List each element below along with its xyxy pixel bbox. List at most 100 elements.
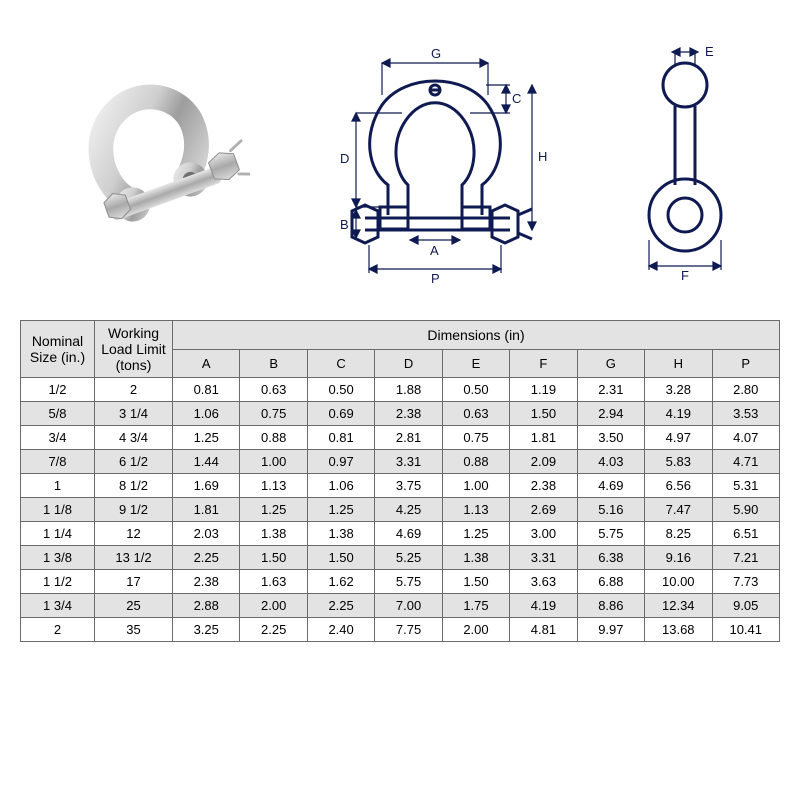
table-row: 1 1/2172.381.631.625.751.503.636.8810.00… xyxy=(21,570,780,594)
cell-dim-a: 2.88 xyxy=(173,594,240,618)
cell-dim-e: 1.13 xyxy=(442,498,509,522)
cell-dim-c: 1.62 xyxy=(307,570,374,594)
svg-text:E: E xyxy=(705,44,714,59)
cell-dim-b: 1.13 xyxy=(240,474,307,498)
cell-dim-d: 2.38 xyxy=(375,402,442,426)
svg-text:P: P xyxy=(431,271,440,285)
page: G C H D xyxy=(0,0,800,800)
cell-nominal: 3/4 xyxy=(21,426,95,450)
col-wll: Working Load Limit (tons) xyxy=(95,321,173,378)
cell-wll: 8 1/2 xyxy=(95,474,173,498)
cell-dim-a: 2.25 xyxy=(173,546,240,570)
cell-dim-a: 1.69 xyxy=(173,474,240,498)
cell-dim-f: 1.50 xyxy=(510,402,577,426)
cell-dim-d: 3.75 xyxy=(375,474,442,498)
cell-nominal: 5/8 xyxy=(21,402,95,426)
cell-dim-h: 7.47 xyxy=(645,498,712,522)
cell-dim-d: 4.69 xyxy=(375,522,442,546)
cell-dim-p: 7.21 xyxy=(712,546,780,570)
cell-dim-p: 2.80 xyxy=(712,378,780,402)
svg-text:H: H xyxy=(538,149,547,164)
cell-wll: 12 xyxy=(95,522,173,546)
col-dim-p: P xyxy=(712,350,780,378)
cell-dim-h: 4.19 xyxy=(645,402,712,426)
cell-dim-a: 1.06 xyxy=(173,402,240,426)
cell-dim-g: 9.97 xyxy=(577,618,644,642)
cell-dim-p: 4.07 xyxy=(712,426,780,450)
table-body: 1/220.810.630.501.880.501.192.313.282.80… xyxy=(21,378,780,642)
cell-dim-b: 2.00 xyxy=(240,594,307,618)
cell-dim-p: 4.71 xyxy=(712,450,780,474)
cell-dim-d: 7.00 xyxy=(375,594,442,618)
cell-dim-c: 0.97 xyxy=(307,450,374,474)
cell-dim-e: 0.63 xyxy=(442,402,509,426)
cell-dim-b: 1.50 xyxy=(240,546,307,570)
diagram-row: G C H D xyxy=(20,20,780,320)
col-dim-h: H xyxy=(645,350,712,378)
table-row: 1 3/813 1/22.251.501.505.251.383.316.389… xyxy=(21,546,780,570)
cell-dim-b: 1.25 xyxy=(240,498,307,522)
cell-wll: 25 xyxy=(95,594,173,618)
cell-dim-a: 1.81 xyxy=(173,498,240,522)
cell-dim-d: 5.25 xyxy=(375,546,442,570)
table-row: 3/44 3/41.250.880.812.810.751.813.504.97… xyxy=(21,426,780,450)
cell-dim-e: 1.50 xyxy=(442,570,509,594)
col-dim-e: E xyxy=(442,350,509,378)
shackle-front-diagram: G C H D xyxy=(310,35,560,285)
cell-dim-p: 7.73 xyxy=(712,570,780,594)
cell-dim-e: 1.00 xyxy=(442,474,509,498)
cell-wll: 35 xyxy=(95,618,173,642)
col-dim-f: F xyxy=(510,350,577,378)
cell-dim-h: 12.34 xyxy=(645,594,712,618)
cell-dim-f: 2.09 xyxy=(510,450,577,474)
cell-dim-g: 2.94 xyxy=(577,402,644,426)
cell-dim-d: 5.75 xyxy=(375,570,442,594)
cell-dim-p: 10.41 xyxy=(712,618,780,642)
cell-dim-f: 3.00 xyxy=(510,522,577,546)
shackle-pin-diagram: E F xyxy=(620,40,750,280)
cell-dim-e: 2.00 xyxy=(442,618,509,642)
cell-nominal: 1 1/8 xyxy=(21,498,95,522)
cell-dim-d: 2.81 xyxy=(375,426,442,450)
col-nominal: Nominal Size (in.) xyxy=(21,321,95,378)
cell-nominal: 1/2 xyxy=(21,378,95,402)
svg-text:F: F xyxy=(681,268,689,280)
cell-dim-g: 3.50 xyxy=(577,426,644,450)
cell-wll: 6 1/2 xyxy=(95,450,173,474)
cell-dim-g: 2.31 xyxy=(577,378,644,402)
col-dim-d: D xyxy=(375,350,442,378)
header-nominal: Nominal Size (in.) xyxy=(30,333,85,365)
col-dim-b: B xyxy=(240,350,307,378)
cell-dim-c: 0.81 xyxy=(307,426,374,450)
cell-nominal: 7/8 xyxy=(21,450,95,474)
cell-dim-h: 8.25 xyxy=(645,522,712,546)
cell-dim-g: 4.69 xyxy=(577,474,644,498)
cell-wll: 3 1/4 xyxy=(95,402,173,426)
svg-text:B: B xyxy=(340,217,349,232)
svg-text:G: G xyxy=(431,46,441,61)
cell-nominal: 1 3/4 xyxy=(21,594,95,618)
cell-dim-h: 13.68 xyxy=(645,618,712,642)
cell-nominal: 1 3/8 xyxy=(21,546,95,570)
cell-dim-d: 1.88 xyxy=(375,378,442,402)
cell-dim-p: 3.53 xyxy=(712,402,780,426)
dimensions-table: Nominal Size (in.) Working Load Limit (t… xyxy=(20,320,780,642)
cell-dim-e: 1.38 xyxy=(442,546,509,570)
cell-dim-d: 3.31 xyxy=(375,450,442,474)
cell-wll: 4 3/4 xyxy=(95,426,173,450)
cell-dim-f: 4.19 xyxy=(510,594,577,618)
table-row: 1 3/4252.882.002.257.001.754.198.8612.34… xyxy=(21,594,780,618)
cell-dim-c: 1.25 xyxy=(307,498,374,522)
cell-nominal: 1 1/4 xyxy=(21,522,95,546)
table-row: 2353.252.252.407.752.004.819.9713.6810.4… xyxy=(21,618,780,642)
header-dimensions: Dimensions (in) xyxy=(427,327,524,343)
cell-dim-p: 5.31 xyxy=(712,474,780,498)
cell-dim-f: 1.19 xyxy=(510,378,577,402)
cell-dim-e: 1.75 xyxy=(442,594,509,618)
table-head: Nominal Size (in.) Working Load Limit (t… xyxy=(21,321,780,378)
cell-dim-c: 2.25 xyxy=(307,594,374,618)
table-row: 1 1/89 1/21.811.251.254.251.132.695.167.… xyxy=(21,498,780,522)
cell-dim-c: 1.38 xyxy=(307,522,374,546)
cell-dim-h: 9.16 xyxy=(645,546,712,570)
cell-dim-b: 0.75 xyxy=(240,402,307,426)
